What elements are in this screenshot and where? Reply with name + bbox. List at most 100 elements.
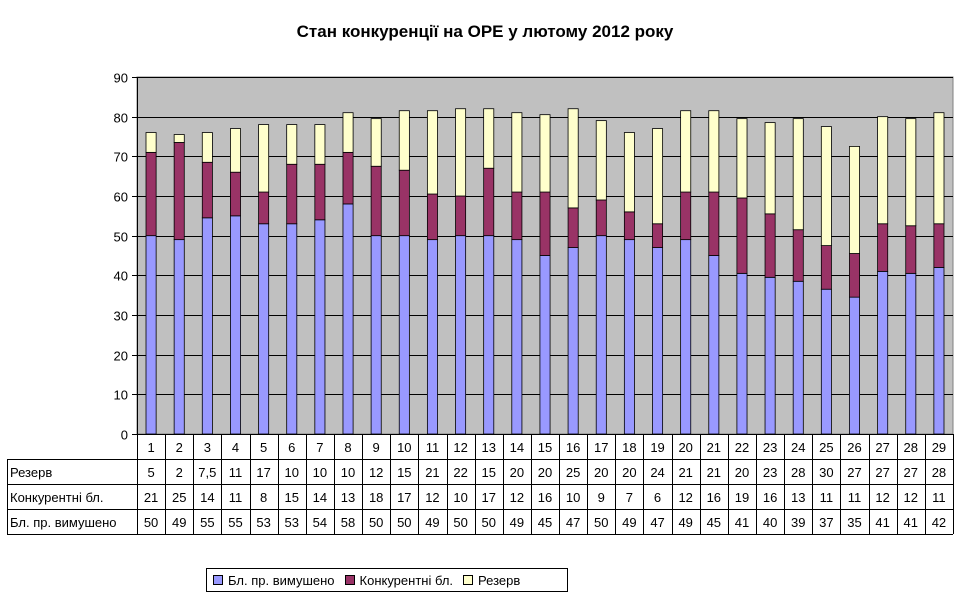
table-cell: 20 xyxy=(510,465,524,480)
table-cell: 13 xyxy=(791,490,805,505)
x-category-label: 26 xyxy=(847,440,861,455)
x-category-label: 24 xyxy=(791,440,805,455)
y-tick-label: 70 xyxy=(114,150,128,165)
table-cell: 50 xyxy=(144,515,158,530)
table-cell: 49 xyxy=(678,515,692,530)
x-category-label: 29 xyxy=(932,440,946,455)
bar-segment-reserve xyxy=(426,110,438,195)
x-category-label: 17 xyxy=(594,440,608,455)
legend-label-reserve: Резерв xyxy=(478,572,521,588)
table-cell: 25 xyxy=(172,490,186,505)
x-category-label: 23 xyxy=(763,440,777,455)
table-cell: 28 xyxy=(932,465,946,480)
bar-segment-competitive xyxy=(483,167,495,237)
x-category-label: 15 xyxy=(538,440,552,455)
bar-segment-reserve xyxy=(736,118,748,199)
table-cell: 25 xyxy=(566,465,580,480)
table-cell: 21 xyxy=(425,465,439,480)
x-category-label: 4 xyxy=(232,440,239,455)
bar-segment-competitive xyxy=(173,142,185,241)
y-tick-label: 90 xyxy=(114,71,128,86)
bar-segment-forced xyxy=(792,280,804,435)
table-cell: 9 xyxy=(598,490,605,505)
x-category-label: 27 xyxy=(875,440,889,455)
table-cell: 19 xyxy=(735,490,749,505)
y-tick-label: 10 xyxy=(114,388,128,403)
table-cell: 7,5 xyxy=(198,465,216,480)
table-cell: 49 xyxy=(510,515,524,530)
table-cell: 41 xyxy=(735,515,749,530)
bar-segment-reserve xyxy=(370,118,382,167)
bar-segment-forced xyxy=(595,235,607,435)
table-cell: 5 xyxy=(147,465,154,480)
table-cell: 15 xyxy=(397,465,411,480)
bar-segment-forced xyxy=(933,266,945,435)
y-tick-label: 40 xyxy=(114,269,128,284)
table-cell: 10 xyxy=(313,465,327,480)
bar-segment-reserve xyxy=(314,124,326,165)
y-tick-label: 30 xyxy=(114,309,128,324)
table-cell: 16 xyxy=(763,490,777,505)
table-row-label: Бл. пр. вимушено xyxy=(10,515,117,530)
bar-segment-forced xyxy=(736,272,748,435)
table-cell: 41 xyxy=(904,515,918,530)
bar-segment-competitive xyxy=(708,191,720,256)
bar-segment-forced xyxy=(539,255,551,435)
legend-item-forced: Бл. пр. вимушено xyxy=(213,573,335,588)
legend-item-reserve: Резерв xyxy=(463,573,520,588)
table-cell: 50 xyxy=(481,515,495,530)
table-cell: 28 xyxy=(791,465,805,480)
table-cell: 17 xyxy=(397,490,411,505)
bar-segment-competitive xyxy=(623,211,635,241)
bar-segment-reserve xyxy=(877,116,889,225)
bar-segment-forced xyxy=(342,203,354,435)
table-cell: 15 xyxy=(481,465,495,480)
bar-segment-forced xyxy=(314,219,326,435)
table-cell: 14 xyxy=(200,490,214,505)
table-cell: 37 xyxy=(819,515,833,530)
table-cell: 53 xyxy=(285,515,299,530)
table-cell: 11 xyxy=(820,490,834,505)
bar-segment-reserve xyxy=(483,108,495,169)
bar-segment-reserve xyxy=(342,112,354,153)
table-cell: 27 xyxy=(847,465,861,480)
x-category-label: 20 xyxy=(678,440,692,455)
bar-segment-reserve xyxy=(905,118,917,227)
table-cell: 53 xyxy=(256,515,270,530)
table-cell: 2 xyxy=(176,465,183,480)
bar-segment-competitive xyxy=(652,223,664,248)
x-category-label: 22 xyxy=(735,440,749,455)
bar-segment-competitive xyxy=(877,223,889,272)
x-category-label: 18 xyxy=(622,440,636,455)
x-category-label: 28 xyxy=(904,440,918,455)
table-cell: 12 xyxy=(425,490,439,505)
table-cell: 10 xyxy=(341,465,355,480)
table-cell: 50 xyxy=(369,515,383,530)
bar-segment-competitive xyxy=(736,197,748,274)
bar-segment-competitive xyxy=(201,161,213,219)
table-cell: 11 xyxy=(229,490,243,505)
x-category-label: 7 xyxy=(316,440,323,455)
table-cell: 42 xyxy=(932,515,946,530)
table-cell: 49 xyxy=(172,515,186,530)
x-category-label: 8 xyxy=(344,440,351,455)
bar-segment-reserve xyxy=(455,108,467,197)
bar-segment-competitive xyxy=(455,195,467,237)
bar-segment-reserve xyxy=(567,108,579,209)
table-cell: 35 xyxy=(847,515,861,530)
x-category-label: 11 xyxy=(426,440,440,455)
table-cell: 50 xyxy=(453,515,467,530)
table-cell: 20 xyxy=(622,465,636,480)
bar-segment-reserve xyxy=(680,110,692,193)
table-cell: 11 xyxy=(229,465,243,480)
bar-segment-reserve xyxy=(539,114,551,193)
table-cell: 40 xyxy=(763,515,777,530)
bar-segment-competitive xyxy=(539,191,551,256)
x-category-label: 13 xyxy=(481,440,495,455)
table-cell: 11 xyxy=(932,490,946,505)
table-cell: 20 xyxy=(735,465,749,480)
bar-segment-forced xyxy=(173,239,185,435)
table-cell: 17 xyxy=(256,465,270,480)
chart-title: Стан конкуренції на ОРЕ у лютому 2012 ро… xyxy=(296,22,674,41)
legend-label-competitive: Конкурентні бл. xyxy=(359,572,454,588)
